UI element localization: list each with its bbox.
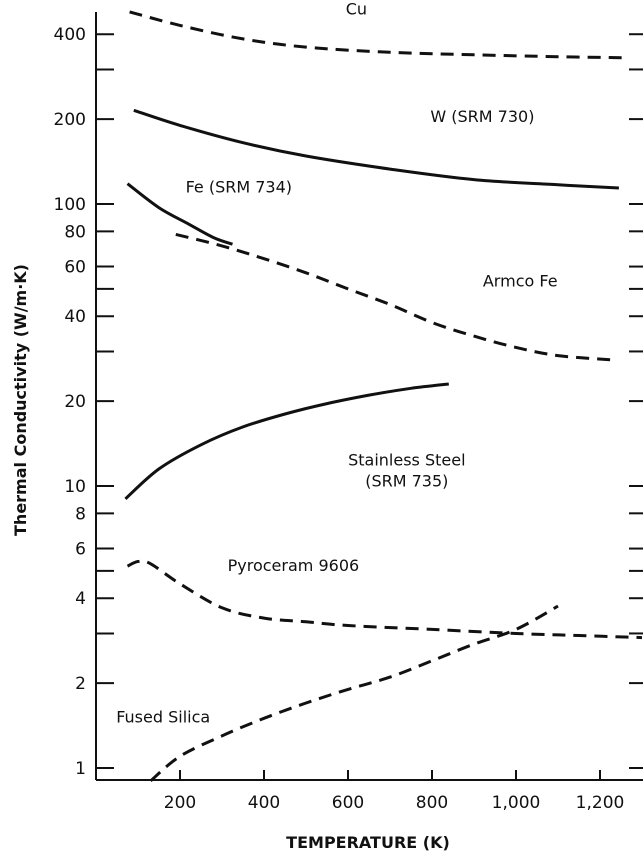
series-label-cu: Cu xyxy=(346,0,367,18)
series-label-pyroceram-9606: Pyroceram 9606 xyxy=(228,556,360,575)
x-tick-label: 1,000 xyxy=(492,793,541,813)
y-tick-label: 60 xyxy=(64,258,86,278)
series-line-pyroceram-9606 xyxy=(126,559,643,640)
series-labels: Cu W (SRM 730) Fe (SRM 734) Armco Fe Stainle… xyxy=(116,0,557,726)
series-line-stainless-steel-srm-735 xyxy=(124,382,449,501)
series-label-fused-silica: Fused Silica xyxy=(116,707,210,726)
y-tick-label: 80 xyxy=(64,222,86,242)
series-line-fused-silica xyxy=(149,604,559,783)
x-axis-title: TEMPERATURE (K) xyxy=(286,833,450,852)
series-label-armco-fe: Armco Fe xyxy=(483,271,558,290)
series-curves xyxy=(124,10,643,783)
y-tick-label: 200 xyxy=(54,110,86,130)
y-tick-label: 400 xyxy=(54,25,86,45)
series-line-armco-fe xyxy=(175,232,613,362)
x-tick-label: 800 xyxy=(416,793,448,813)
y-tick-label: 4 xyxy=(75,589,86,609)
y-tick-label: 40 xyxy=(64,307,86,327)
series-label-fe-srm-734: Fe (SRM 734) xyxy=(186,177,292,196)
y-tick-label: 6 xyxy=(75,540,86,560)
x-tick-label: 600 xyxy=(332,793,364,813)
y-tick-label: 2 xyxy=(75,674,86,694)
x-tick-label: 200 xyxy=(164,793,196,813)
y-tick-label: 1 xyxy=(75,759,86,779)
y-tick-label: 20 xyxy=(64,392,86,412)
y-tick-label: 10 xyxy=(64,477,86,497)
y-tick-label: 8 xyxy=(75,504,86,524)
x-tick-label: 1,200 xyxy=(576,793,625,813)
y-axis-title: Thermal Conductivity (W/m·K) xyxy=(11,264,30,536)
y-tick-label: 100 xyxy=(54,195,86,215)
series-line-fe-srm-734 xyxy=(126,182,233,246)
series-line-w-srm-730 xyxy=(133,108,619,190)
series-line-cu xyxy=(129,10,626,60)
axes xyxy=(95,12,643,781)
x-tick-label: 400 xyxy=(248,793,280,813)
series-label-stainless-steel-srm-735: Stainless Steel xyxy=(348,451,465,470)
series-label-w-srm-730: W (SRM 730) xyxy=(430,107,534,126)
series-label-stainless-steel-srm-735: (SRM 735) xyxy=(365,472,448,491)
axis-ticks: 200 400 600 800 1,000 1,200 1 2 4 6 8 10 20 40 60 80 100… xyxy=(54,25,643,813)
